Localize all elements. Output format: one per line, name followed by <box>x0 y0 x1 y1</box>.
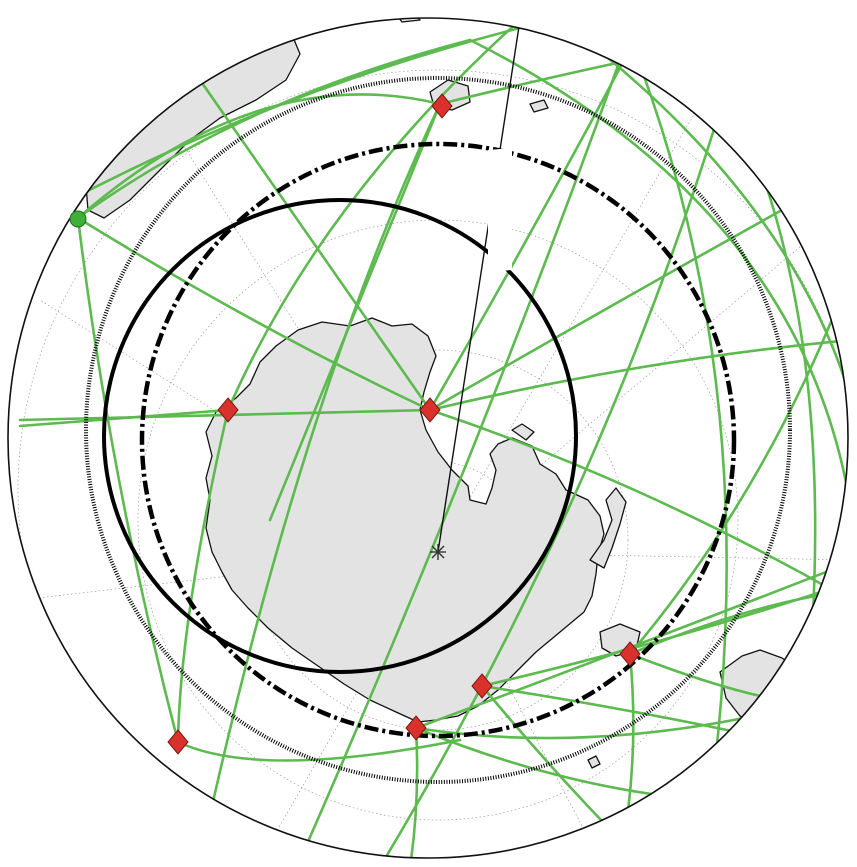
south-america-coast <box>799 629 848 771</box>
great-circle-path <box>618 18 728 858</box>
station-markers <box>167 93 641 755</box>
station-marker <box>471 673 493 699</box>
great-circle-path <box>298 58 622 858</box>
meridian-line <box>39 299 439 553</box>
station-marker <box>431 93 453 119</box>
great-circle-path <box>628 298 842 656</box>
star-icon <box>430 544 446 560</box>
great-circle-path <box>428 198 802 412</box>
island <box>529 99 549 113</box>
great-circle-path <box>18 408 230 428</box>
station-marker <box>619 641 641 667</box>
great-circle-path <box>408 726 419 858</box>
great-circle-path <box>176 408 230 744</box>
great-circle-path <box>68 18 562 202</box>
island <box>587 755 601 769</box>
meridian-line <box>437 69 721 553</box>
great-circle-path <box>176 738 462 762</box>
distance-circle-dash-dot <box>139 141 737 739</box>
origin-marker <box>69 210 87 228</box>
antarctic-peninsula <box>589 487 627 569</box>
island <box>511 423 535 441</box>
great-circle-path <box>428 408 848 602</box>
great-circle-path <box>378 108 722 858</box>
great-circle-path <box>76 38 472 220</box>
distance-circles <box>84 76 792 784</box>
circle-gap <box>488 148 512 272</box>
station-marker <box>405 715 427 741</box>
great-circle-path <box>558 18 848 422</box>
station-marker <box>167 729 189 755</box>
distance-circle-hatched <box>84 76 792 784</box>
station-marker <box>217 397 239 423</box>
great-circle-path <box>428 338 848 412</box>
great-circle-path <box>76 93 442 220</box>
great-circle-path <box>76 216 432 412</box>
great-circle-path <box>198 102 442 858</box>
azimuth-line <box>437 19 521 553</box>
great-circle-path <box>198 78 432 412</box>
great-circle-path <box>268 102 442 522</box>
distance-circle-solid <box>102 198 578 674</box>
globe-outline <box>7 17 849 859</box>
great-circle-path <box>76 216 180 744</box>
station-marker <box>419 397 441 423</box>
meridian-line <box>437 229 821 553</box>
great-circle-path <box>226 18 522 412</box>
antarctica-landmass <box>205 317 605 723</box>
meridian-line <box>259 551 439 858</box>
